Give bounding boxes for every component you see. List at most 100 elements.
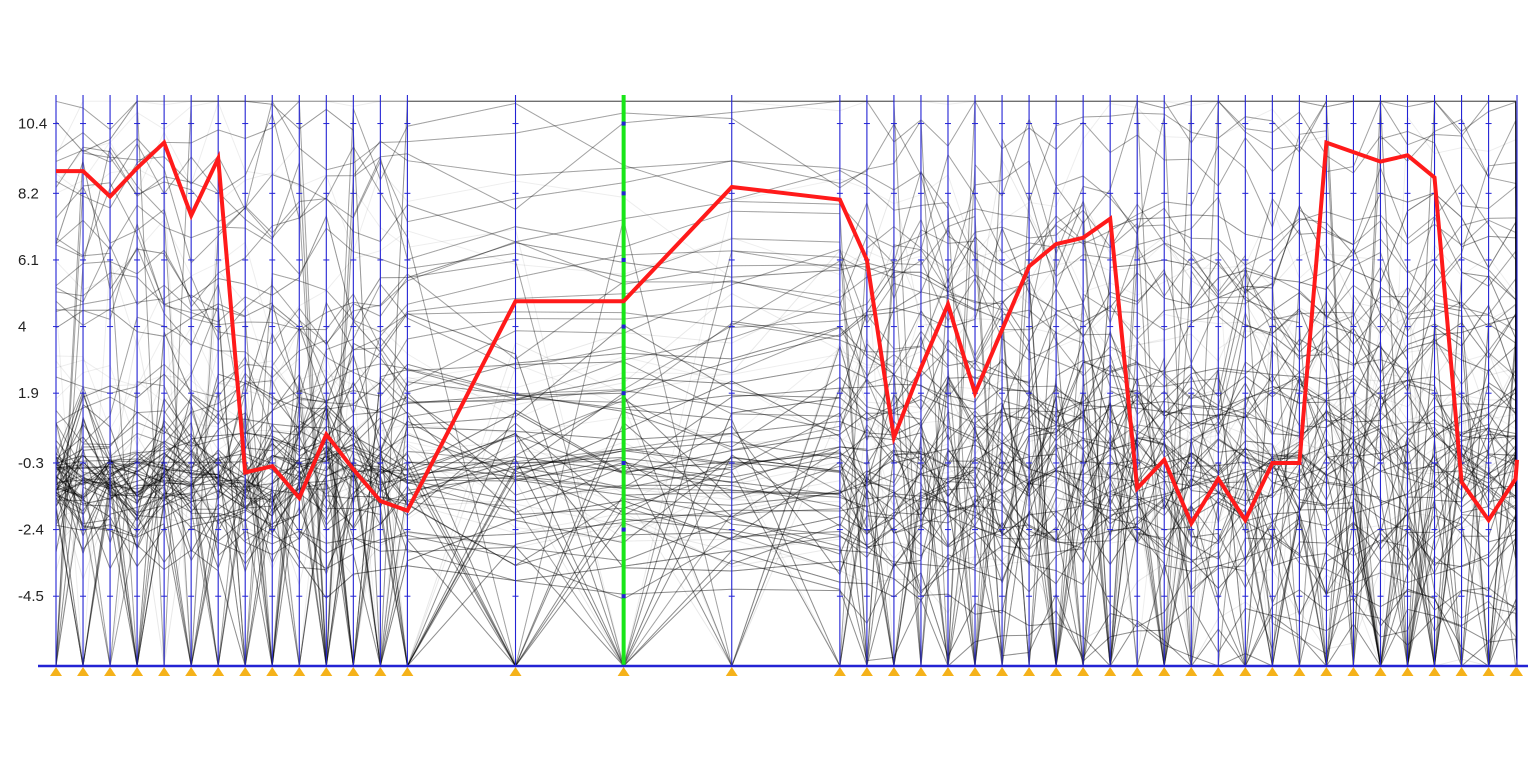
axis-marker[interactable] [158, 667, 171, 676]
axis-marker[interactable] [239, 667, 252, 676]
axis-marker[interactable] [1455, 667, 1468, 676]
background-line [55, 247, 1518, 667]
axis-marker[interactable] [969, 667, 982, 676]
background-line [55, 378, 1518, 667]
background-line [55, 299, 1518, 667]
background-line [55, 378, 1518, 667]
axis-marker[interactable] [1023, 667, 1036, 676]
background-line [55, 304, 1518, 667]
background-line [55, 193, 1518, 668]
background-line [55, 337, 1518, 663]
background-line [55, 373, 1518, 667]
background-line [55, 221, 1518, 375]
axis-marker[interactable] [77, 667, 90, 676]
axis-marker[interactable] [1131, 667, 1144, 676]
axis-marker[interactable] [266, 667, 279, 676]
background-line [55, 186, 1518, 667]
background-line [55, 354, 1518, 667]
background-line [55, 182, 1518, 667]
background-line [55, 341, 1518, 667]
axis-marker[interactable] [1266, 667, 1279, 676]
background-line [55, 169, 1518, 659]
background-line [55, 420, 1518, 570]
background-line [55, 394, 1518, 668]
axis-marker[interactable] [1482, 667, 1495, 676]
axis-marker[interactable] [293, 667, 306, 676]
background-line [55, 218, 1518, 667]
background-line [55, 329, 1518, 662]
axes-layer[interactable] [38, 95, 1528, 668]
background-line [55, 375, 1518, 602]
background-line [55, 218, 1518, 667]
axis-marker[interactable] [50, 667, 62, 676]
axis-marker[interactable] [887, 667, 900, 676]
background-line [55, 375, 1518, 602]
background-line [55, 218, 1518, 667]
axis-marker[interactable] [185, 667, 198, 676]
background-line [55, 312, 1518, 667]
background-line [55, 246, 1518, 667]
background-line [55, 394, 1518, 668]
axis-marker[interactable] [1347, 667, 1360, 676]
background-line [55, 429, 1518, 668]
axis-marker[interactable] [1374, 667, 1387, 676]
axis-marker[interactable] [401, 667, 414, 676]
axis-marker[interactable] [617, 667, 630, 676]
background-line [55, 390, 1518, 667]
axis-marker[interactable] [320, 667, 333, 676]
background-line [55, 100, 1518, 667]
background-line [55, 437, 1518, 625]
background-line [55, 437, 1518, 625]
axis-marker[interactable] [347, 667, 360, 676]
background-line [55, 366, 1518, 668]
axis-marker[interactable] [509, 667, 522, 676]
axis-marker[interactable] [860, 667, 873, 676]
background-line [55, 407, 1518, 559]
y-tick-label: 8.2 [18, 185, 39, 202]
axis-marker[interactable] [1239, 667, 1252, 676]
axis-marker[interactable] [833, 667, 846, 676]
background-line [55, 407, 1518, 559]
axis-marker[interactable] [131, 667, 144, 676]
axis-marker[interactable] [212, 667, 225, 676]
axis-marker[interactable] [1401, 667, 1414, 676]
background-line [55, 355, 1518, 667]
axis-marker[interactable] [104, 667, 117, 676]
background-line [55, 329, 1518, 662]
background-line [55, 424, 1518, 667]
axis-marker[interactable] [1158, 667, 1171, 676]
axis-marker[interactable] [1050, 667, 1063, 676]
background-line [55, 410, 1518, 667]
background-line [55, 387, 1518, 667]
background-line [55, 387, 1518, 667]
background-line [55, 100, 1518, 667]
axis-marker[interactable] [1320, 667, 1333, 676]
axis-tick-dot [621, 527, 626, 532]
background-line [55, 100, 1518, 667]
background-line [55, 175, 1518, 667]
axis-marker[interactable] [725, 667, 738, 676]
axis-marker[interactable] [941, 667, 954, 676]
axis-marker[interactable] [914, 667, 927, 676]
background-line [55, 303, 1518, 667]
axis-marker[interactable] [1077, 667, 1090, 676]
axis-marker[interactable] [374, 667, 387, 676]
axis-marker-layer[interactable] [50, 667, 1523, 676]
background-line [55, 218, 1518, 667]
background-line [55, 168, 1518, 667]
background-line [55, 429, 1518, 667]
background-line [55, 310, 1518, 667]
background-line [55, 344, 1518, 668]
axis-marker[interactable] [1185, 667, 1198, 676]
axis-marker[interactable] [1104, 667, 1117, 676]
background-line [55, 340, 1518, 668]
background-line [55, 294, 1518, 668]
axis-marker[interactable] [1511, 667, 1523, 676]
axis-marker[interactable] [1428, 667, 1441, 676]
axis-marker[interactable] [1212, 667, 1225, 676]
background-line [55, 396, 1518, 668]
background-line [55, 130, 1518, 667]
background-line [55, 435, 1518, 667]
axis-marker[interactable] [996, 667, 1009, 676]
axis-marker[interactable] [1293, 667, 1306, 676]
